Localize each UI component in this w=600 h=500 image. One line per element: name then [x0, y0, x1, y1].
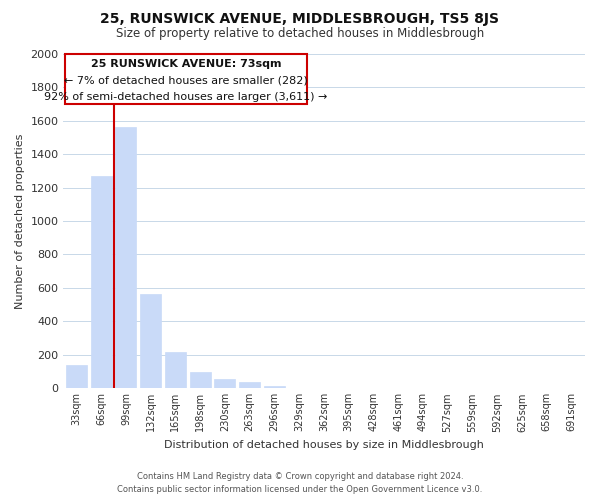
Text: Contains HM Land Registry data © Crown copyright and database right 2024.
Contai: Contains HM Land Registry data © Crown c…	[118, 472, 482, 494]
FancyBboxPatch shape	[65, 54, 307, 104]
Text: Size of property relative to detached houses in Middlesbrough: Size of property relative to detached ho…	[116, 28, 484, 40]
Text: ← 7% of detached houses are smaller (282): ← 7% of detached houses are smaller (282…	[64, 76, 308, 86]
Text: 25 RUNSWICK AVENUE: 73sqm: 25 RUNSWICK AVENUE: 73sqm	[91, 59, 281, 69]
Bar	[140, 294, 161, 388]
Bar	[214, 379, 235, 388]
Bar	[91, 176, 112, 388]
Text: 25, RUNSWICK AVENUE, MIDDLESBROUGH, TS5 8JS: 25, RUNSWICK AVENUE, MIDDLESBROUGH, TS5 …	[101, 12, 499, 26]
Bar	[264, 386, 285, 388]
Bar	[165, 352, 186, 388]
Bar	[190, 372, 211, 388]
X-axis label: Distribution of detached houses by size in Middlesbrough: Distribution of detached houses by size …	[164, 440, 484, 450]
Text: 92% of semi-detached houses are larger (3,611) →: 92% of semi-detached houses are larger (…	[44, 92, 328, 102]
Bar	[66, 364, 87, 388]
Y-axis label: Number of detached properties: Number of detached properties	[15, 134, 25, 308]
Bar	[239, 382, 260, 388]
Bar	[115, 128, 136, 388]
